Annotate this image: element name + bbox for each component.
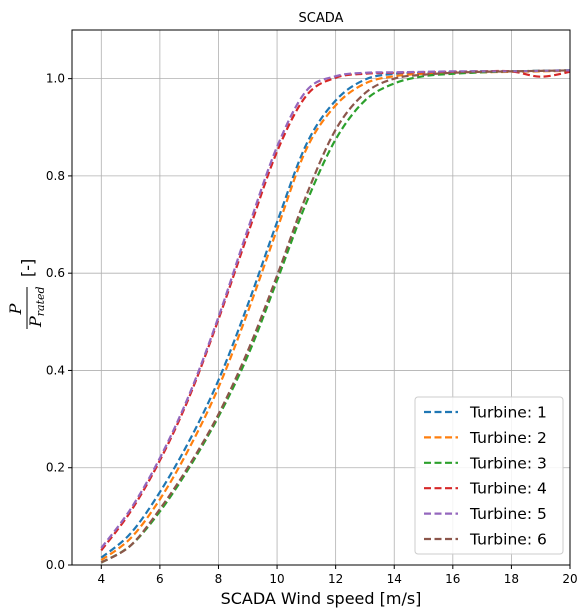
chart-title: SCADA bbox=[299, 11, 344, 26]
y-axis-label-denominator: Prated bbox=[26, 286, 47, 328]
y-tick-label: 1.0 bbox=[46, 72, 65, 86]
y-tick-label: 0.8 bbox=[46, 169, 65, 183]
x-tick-label: 12 bbox=[328, 572, 343, 586]
series-line-turbine-6 bbox=[100, 69, 571, 564]
y-axis-label-denominator-sub: rated bbox=[34, 286, 47, 316]
plot-frame bbox=[71, 29, 571, 566]
y-axis-label-denominator-main: P bbox=[26, 316, 45, 328]
x-tick-label: 10 bbox=[269, 572, 284, 586]
legend-box bbox=[414, 396, 564, 555]
legend-label-turbine-3: Turbine: 3 bbox=[469, 454, 547, 472]
series-line-turbine-3 bbox=[100, 69, 571, 564]
y-axis-label: P Prated [-] bbox=[6, 259, 47, 329]
x-axis-label: SCADA Wind speed [m/s] bbox=[221, 589, 422, 608]
x-tick-label: 20 bbox=[562, 572, 577, 586]
legend-label-turbine-2: Turbine: 2 bbox=[469, 429, 547, 447]
y-tick-label: 0.4 bbox=[46, 363, 65, 377]
y-tick-label: 0.6 bbox=[46, 266, 65, 280]
x-tick-label: 14 bbox=[387, 572, 402, 586]
legend-label-turbine-5: Turbine: 5 bbox=[469, 505, 547, 523]
y-tick-label: 0.2 bbox=[46, 461, 65, 475]
x-tick-layer: 4 6 8 10 12 14 16 18 20 bbox=[97, 565, 578, 586]
y-axis-label-numerator: P bbox=[6, 303, 25, 315]
legend-label-turbine-1: Turbine: 1 bbox=[469, 404, 547, 422]
y-tick-layer: 0.0 0.2 0.4 0.6 0.8 1.0 bbox=[46, 72, 72, 572]
series-layer bbox=[100, 69, 571, 564]
y-axis-label-unit: [-] bbox=[18, 259, 37, 277]
x-tick-label: 18 bbox=[504, 572, 519, 586]
legend-label-turbine-6: Turbine: 6 bbox=[469, 531, 547, 549]
legend-label-turbine-4: Turbine: 4 bbox=[469, 480, 547, 498]
legend-items: Turbine: 1 Turbine: 2 Turbine: 3 Turbine: 4… bbox=[424, 404, 547, 549]
x-tick-label: 6 bbox=[156, 572, 164, 586]
legend: Turbine: 1 Turbine: 2 Turbine: 3 Turbine: 4… bbox=[414, 396, 564, 555]
y-tick-label: 0.0 bbox=[46, 558, 65, 572]
x-tick-label: 4 bbox=[97, 572, 105, 586]
x-tick-label: 8 bbox=[215, 572, 223, 586]
x-tick-label: 16 bbox=[445, 572, 460, 586]
